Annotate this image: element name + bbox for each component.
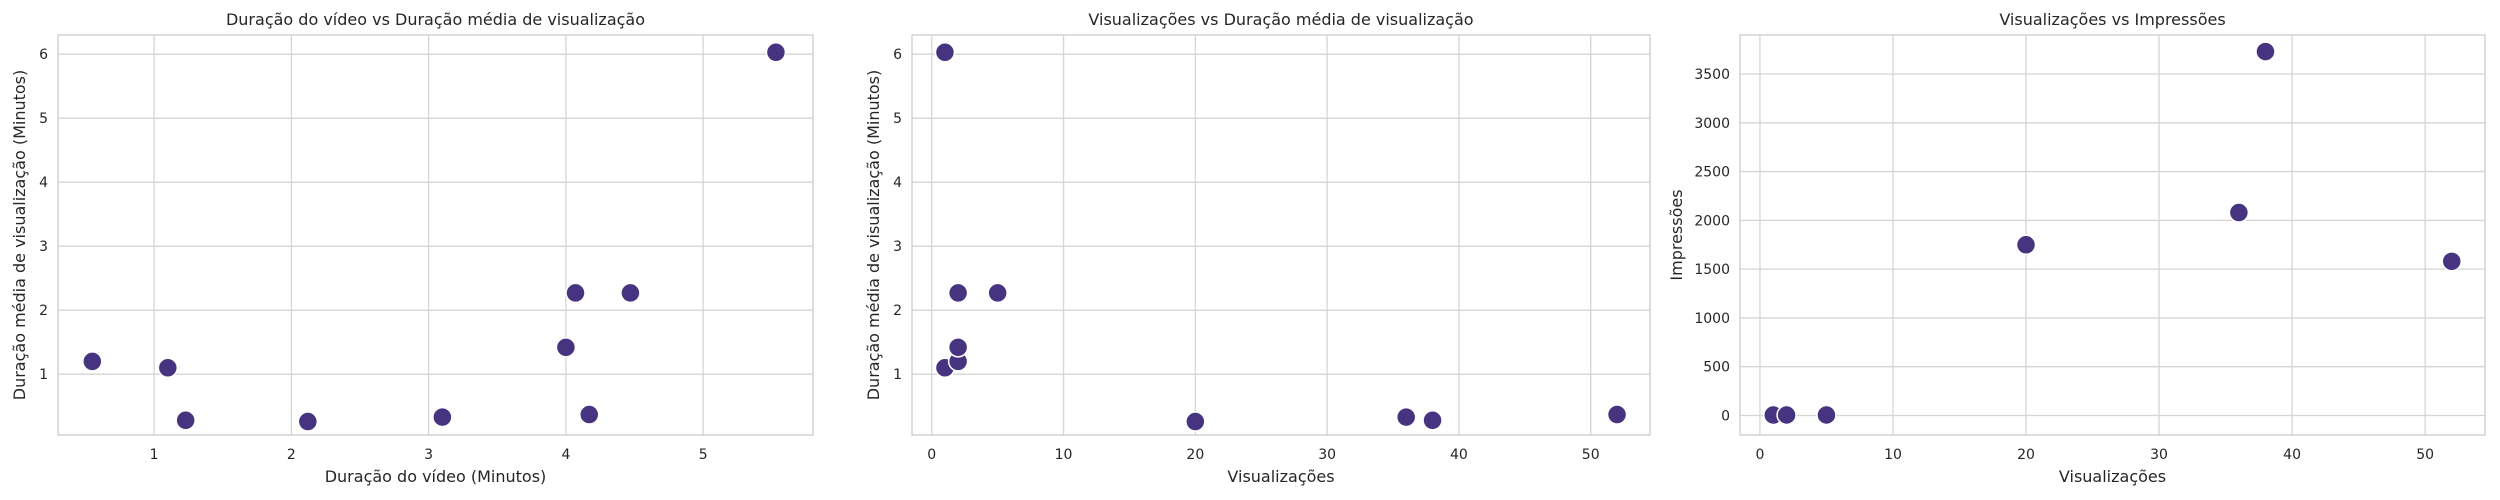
- data-point: [765, 42, 787, 63]
- data-point: [297, 411, 319, 432]
- x-tick-label: 10: [1884, 447, 1902, 463]
- plot-area: [912, 35, 1650, 435]
- data-point: [947, 337, 969, 358]
- plot-area: [58, 35, 813, 435]
- data-point: [565, 282, 586, 304]
- x-axis-label: Visualizações: [1227, 467, 1334, 486]
- x-tick-label: 0: [927, 447, 936, 463]
- y-tick-label: 6: [893, 47, 902, 63]
- chart-panel-views-vs-avg-view: 0 10 20 30 40 50 1 2 3 4 5 6 Visualizações vs Duraçã…: [864, 10, 1651, 486]
- chart-panel-duration-vs-avg-view: 1 2 3 4 5 1 2 3 4 5 6 Duração do vídeo vs Duração m…: [10, 10, 814, 486]
- y-tick-label: 3500: [1694, 67, 1730, 83]
- data-point: [82, 351, 103, 372]
- data-point: [1606, 404, 1628, 425]
- y-tick-label: 1: [39, 367, 48, 383]
- data-point: [1816, 404, 1837, 426]
- y-tick-label: 500: [1703, 360, 1730, 376]
- y-tick-label: 0: [1721, 408, 1730, 424]
- x-tick-label: 5: [699, 447, 708, 463]
- chart-title: Visualizações vs Duração média de visual…: [1088, 10, 1473, 29]
- y-tick-label: 3: [893, 239, 902, 255]
- chart-panel-views-vs-impressions: 0 10 20 30 40 500500100015002000250030003500V…: [1667, 10, 2486, 486]
- x-tick-label: 20: [2017, 447, 2035, 463]
- chart-title: Visualizações vs Impressões: [1999, 10, 2225, 29]
- y-tick-label: 2000: [1694, 213, 1730, 229]
- y-tick-label: 2500: [1694, 165, 1730, 181]
- x-axis-label: Visualizações: [2059, 467, 2166, 486]
- y-tick-label: 6: [39, 47, 48, 63]
- data-point: [2015, 234, 2037, 256]
- y-tick-label: 2: [893, 303, 902, 319]
- data-point: [1422, 410, 1443, 431]
- x-tick-label: 50: [2416, 447, 2434, 463]
- data-point: [1395, 406, 1417, 428]
- data-point: [2228, 202, 2250, 223]
- data-point: [987, 282, 1008, 304]
- plot-frame: [57, 34, 814, 436]
- chart-title: Duração do vídeo vs Duração média de vis…: [226, 10, 645, 29]
- x-tick-label: 10: [1055, 447, 1073, 463]
- y-tick-label: 5: [39, 111, 48, 127]
- x-tick-label: 50: [1582, 447, 1600, 463]
- data-point: [432, 406, 453, 428]
- y-tick-label: 5: [893, 111, 902, 127]
- y-tick-label: 4: [893, 175, 902, 191]
- x-tick-label: 2: [287, 447, 296, 463]
- y-axis-label: Duração média de visualização (Minutos): [864, 70, 883, 401]
- data-point: [2441, 251, 2462, 272]
- data-point: [620, 282, 641, 304]
- data-point: [555, 337, 577, 358]
- data-point: [934, 42, 956, 63]
- x-tick-label: 30: [2150, 447, 2168, 463]
- data-point: [947, 282, 969, 304]
- y-tick-label: 1000: [1694, 311, 1730, 327]
- y-tick-label: 3: [39, 239, 48, 255]
- x-tick-label: 1: [150, 447, 159, 463]
- x-tick-label: 3: [424, 447, 433, 463]
- x-tick-label: 40: [1450, 447, 1468, 463]
- y-axis-label: Duração média de visualização (Minutos): [10, 70, 29, 401]
- x-tick-label: 0: [1755, 447, 1764, 463]
- data-point: [157, 357, 179, 379]
- x-tick-label: 20: [1186, 447, 1204, 463]
- y-tick-label: 2: [39, 303, 48, 319]
- x-axis-label: Duração do vídeo (Minutos): [325, 467, 547, 486]
- x-tick-label: 4: [561, 447, 570, 463]
- data-point: [2255, 41, 2276, 62]
- y-axis-label: Impressões: [1667, 189, 1686, 280]
- y-tick-label: 4: [39, 175, 48, 191]
- x-tick-label: 40: [2283, 447, 2301, 463]
- plot-frame: [911, 34, 1651, 436]
- plot-area: [1740, 35, 2485, 435]
- data-point: [175, 410, 196, 431]
- y-tick-label: 1: [893, 367, 902, 383]
- plot-frame: [1739, 34, 2486, 436]
- data-point: [1776, 404, 1797, 426]
- y-tick-label: 3000: [1694, 116, 1730, 132]
- data-point: [578, 404, 600, 425]
- y-tick-label: 1500: [1694, 262, 1730, 278]
- x-tick-label: 30: [1318, 447, 1336, 463]
- data-point: [1185, 411, 1206, 432]
